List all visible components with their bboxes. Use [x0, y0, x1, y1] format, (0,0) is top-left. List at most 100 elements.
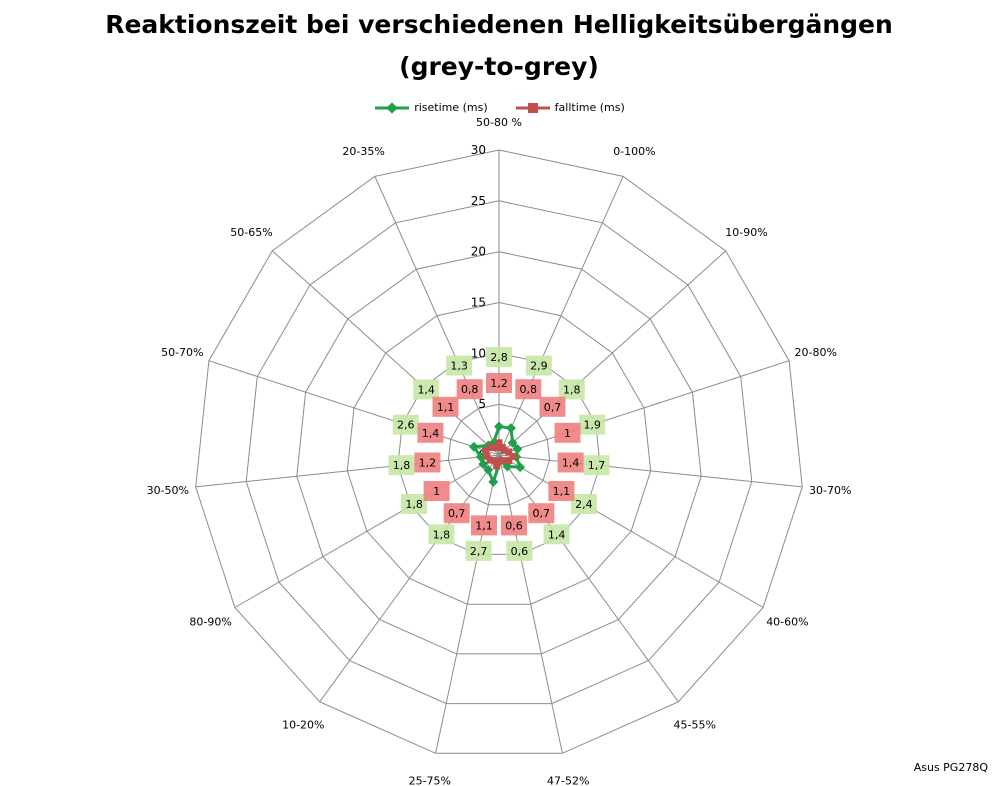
data-label-1: 0,7 [448, 507, 466, 520]
data-point-1 [509, 453, 517, 460]
grid-spoke [435, 454, 500, 754]
data-label-0: 0,6 [511, 545, 529, 558]
data-point-0 [483, 464, 494, 475]
data-point-0 [475, 451, 486, 462]
grid-spoke [208, 360, 500, 456]
data-label-bg-1 [471, 515, 497, 536]
category-label: 10-20% [282, 718, 324, 731]
data-label-0: 2,7 [470, 545, 488, 558]
data-point-1 [493, 462, 501, 470]
grid-spoke [498, 360, 790, 456]
chart-title: Reaktionszeit bei verschiedenen Helligke… [105, 10, 893, 39]
data-label-bg-0 [506, 540, 533, 561]
data-point-1 [491, 457, 499, 465]
data-label-0: 1,3 [450, 360, 468, 373]
legend-swatch-risetime [375, 101, 410, 114]
data-point-1 [496, 457, 504, 465]
data-label-1: 1,1 [437, 401, 455, 414]
grid-spoke [319, 454, 500, 703]
data-point-1 [492, 444, 500, 452]
data-label-bg-0 [579, 414, 606, 435]
category-label: 50-70% [161, 346, 203, 359]
grid-spoke [498, 250, 727, 456]
grid-ring [245, 200, 753, 705]
radial-tick-label: 15 [471, 296, 486, 310]
data-label-0: 1,8 [405, 498, 423, 511]
data-label-bg-1 [528, 503, 555, 524]
data-label-bg-1 [423, 481, 450, 501]
data-label-bg-0 [465, 540, 492, 561]
data-point-0 [488, 476, 499, 487]
data-label-bg-1 [486, 373, 512, 393]
legend-label-risetime: risetime (ms) [414, 101, 488, 114]
data-point-1 [500, 446, 508, 454]
grid-spoke [374, 176, 500, 456]
category-label: 47-52% [547, 775, 589, 786]
legend-item-risetime: risetime (ms) [373, 101, 488, 114]
grid-ring [346, 301, 652, 605]
data-point-1 [495, 439, 503, 447]
category-label: 25-75% [409, 775, 451, 786]
data-point-0 [512, 444, 523, 454]
chart-subtitle: (grey-to-grey) [399, 52, 599, 81]
data-point-0 [515, 462, 526, 473]
data-label-0: 2,8 [490, 351, 508, 364]
grid-spoke [195, 454, 500, 488]
category-label: 80-90% [189, 616, 231, 629]
data-label-bg-1 [414, 452, 441, 473]
category-label: 0-100% [613, 145, 655, 158]
data-label-bg-0 [525, 355, 552, 376]
radial-tick-label: 25 [471, 194, 486, 208]
radial-tick-label: 30 [471, 143, 486, 157]
data-label-1: 1,1 [553, 485, 571, 498]
data-label-bg-0 [543, 524, 570, 545]
radial-tick-label: 5 [478, 397, 486, 411]
grid-spoke [234, 454, 500, 608]
data-label-bg-1 [432, 396, 459, 417]
data-label-1: 1,1 [475, 519, 493, 532]
data-label-bg-1 [557, 452, 584, 473]
data-point-1 [505, 448, 513, 456]
data-label-1: 1 [564, 427, 571, 440]
legend: risetime (ms) falltime (ms) [0, 101, 998, 114]
series-line-0 [472, 425, 522, 484]
data-point-1 [505, 457, 513, 465]
data-label-0: 2,9 [530, 360, 548, 373]
data-label-bg-1 [515, 379, 542, 400]
grid-ring [447, 403, 551, 506]
data-label-0: 1,4 [417, 383, 435, 396]
data-label-0: 1,8 [433, 528, 451, 541]
grid-spoke [498, 454, 764, 608]
grid-spoke [271, 250, 500, 456]
data-label-bg-1 [443, 503, 470, 524]
data-label-1: 1,4 [562, 457, 580, 470]
data-point-1 [487, 444, 495, 451]
grid-spoke [498, 454, 563, 754]
data-label-1: 0,8 [461, 383, 479, 396]
data-point-0 [506, 423, 516, 434]
category-label: 45-55% [673, 718, 715, 731]
grid-spoke [498, 454, 803, 488]
legend-label-falltime: falltime (ms) [554, 101, 625, 114]
data-label-bg-1 [554, 422, 581, 443]
grid-ring [296, 251, 702, 655]
grid-ring [195, 149, 803, 754]
data-label-1: 0,6 [505, 519, 523, 532]
data-label-0: 1,7 [588, 459, 606, 472]
data-label-bg-0 [558, 379, 585, 400]
data-label-bg-0 [570, 494, 597, 514]
grid-spoke [498, 176, 624, 456]
data-label-bg-1 [548, 481, 575, 501]
data-point-1 [483, 452, 491, 460]
data-label-0: 1,8 [563, 383, 581, 396]
data-point-0 [494, 421, 504, 432]
category-label: 40-60% [766, 616, 808, 629]
data-label-bg-0 [446, 355, 473, 376]
legend-item-falltime: falltime (ms) [514, 101, 625, 114]
data-point-0 [468, 441, 479, 452]
data-label-bg-1 [456, 379, 483, 400]
category-label: 30-50% [147, 484, 189, 497]
data-label-bg-0 [428, 524, 455, 545]
data-label-bg-1 [539, 396, 566, 417]
